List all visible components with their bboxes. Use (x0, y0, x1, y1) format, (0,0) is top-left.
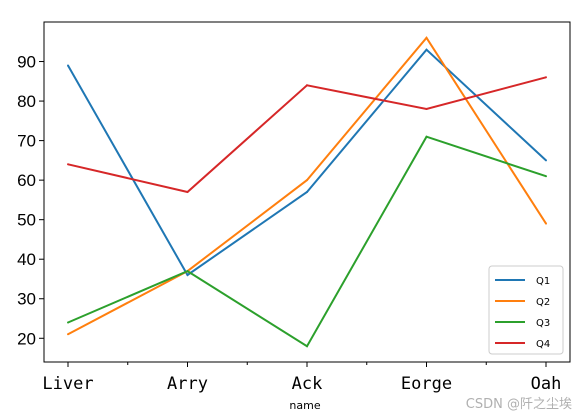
y-tick-label: 50 (17, 211, 36, 230)
series-line-q2 (67, 36, 547, 336)
data-point-q2 (67, 333, 69, 336)
data-point-q2 (425, 36, 428, 39)
legend-label: Q3 (536, 318, 550, 329)
watermark: CSDN @阡之尘埃 (465, 397, 572, 412)
x-tick-label: Oah (531, 374, 562, 394)
x-tick-label: Arry (167, 374, 208, 394)
legend-label: Q1 (536, 276, 550, 287)
data-point-q3 (67, 321, 69, 324)
data-point-q3 (545, 175, 547, 178)
data-point-q3 (186, 270, 189, 273)
x-axis: Liver Arry Ack Eorge Oah (42, 362, 561, 394)
data-point-q1 (425, 48, 428, 51)
data-point-q1 (545, 159, 547, 162)
data-point-q1 (67, 64, 69, 67)
y-tick-label: 20 (17, 329, 36, 348)
y-tick-label: 60 (17, 171, 36, 190)
data-point-q2 (545, 222, 547, 225)
data-point-q4 (186, 191, 189, 193)
x-tick-label: Ack (292, 374, 323, 394)
series-lines (67, 36, 547, 348)
y-tick-label: 40 (17, 250, 36, 269)
data-point-q4 (545, 76, 547, 79)
x-axis-title: name (289, 399, 320, 412)
legend-label: Q4 (536, 339, 550, 350)
series-line-q3 (67, 135, 547, 348)
data-point-q3 (425, 135, 428, 138)
legend-box (488, 265, 564, 355)
data-point-q4 (67, 163, 69, 166)
series-line-q1 (67, 48, 547, 277)
data-point-q3 (306, 345, 308, 348)
y-axis: 20 30 40 50 60 70 80 90 (17, 53, 44, 348)
data-point-q4 (306, 84, 308, 87)
y-tick-label: 30 (17, 290, 36, 309)
data-point-q1 (186, 274, 189, 276)
y-tick-label: 70 (17, 132, 36, 151)
data-point-q1 (306, 191, 308, 193)
x-tick-label: Eorge (401, 374, 452, 394)
data-point-q2 (306, 179, 308, 182)
y-tick-label: 80 (17, 92, 36, 111)
legend-label: Q2 (536, 297, 550, 308)
data-point-q4 (425, 108, 428, 110)
x-tick-label: Liver (42, 374, 93, 394)
legend: Q1 Q2 Q3 Q4 (488, 265, 564, 355)
y-tick-label: 90 (17, 53, 36, 72)
